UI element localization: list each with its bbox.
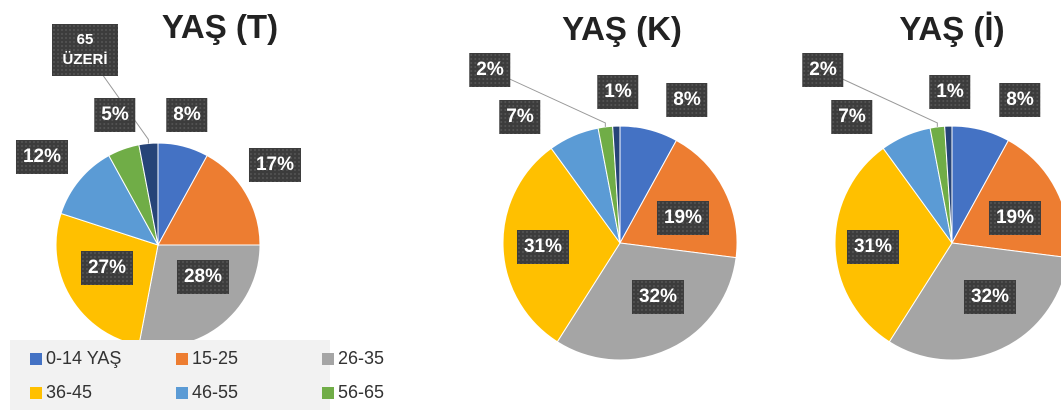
legend-swatch xyxy=(322,386,334,399)
chart-title: YAŞ (K) xyxy=(562,10,682,47)
data-label: 31% xyxy=(516,230,570,264)
pie-slice xyxy=(60,154,160,246)
legend-label: 36-45 xyxy=(46,382,93,402)
legend-label: 46-55 xyxy=(192,382,239,402)
data-label: 12% xyxy=(15,140,69,174)
pie-slice xyxy=(138,142,159,246)
data-label: 32% xyxy=(631,280,685,314)
legend-label: 56-65 xyxy=(338,382,385,402)
data-label: 32% xyxy=(963,280,1017,314)
data-label: 28% xyxy=(176,260,230,294)
legend-label: 26-35 xyxy=(338,348,385,368)
leader-line xyxy=(84,49,149,144)
data-label: 8% xyxy=(166,98,208,132)
legend-swatch xyxy=(30,352,42,365)
data-label: 19% xyxy=(988,201,1042,235)
data-label: 1% xyxy=(929,75,971,109)
data-label: 8% xyxy=(999,83,1041,117)
data-label: 27% xyxy=(80,251,134,285)
legend-entry: 26-35 xyxy=(322,348,384,369)
data-label: 2% xyxy=(802,53,844,87)
data-label: 7% xyxy=(499,100,541,134)
chart-title: YAŞ (T) xyxy=(161,8,279,45)
legend-entry: 56-65 xyxy=(322,382,384,403)
data-label: 5% xyxy=(94,98,136,132)
data-label: 7% xyxy=(831,100,873,134)
data-label: 8% xyxy=(666,83,708,117)
legend-swatch xyxy=(176,352,188,365)
data-label: 31% xyxy=(846,230,900,264)
data-label: 2% xyxy=(469,53,511,87)
pie-slice xyxy=(612,125,621,244)
legend-entry: 46-55 xyxy=(176,382,238,403)
legend-swatch xyxy=(176,386,188,399)
pie-slice xyxy=(944,125,953,244)
legend-swatch xyxy=(30,386,42,399)
pie-slice xyxy=(157,154,261,246)
legend-swatch xyxy=(322,352,334,365)
legend-entry: 15-25 xyxy=(176,348,238,369)
chart-title: YAŞ (İ) xyxy=(899,10,1005,47)
legend-label: 15-25 xyxy=(192,348,239,368)
leader-line xyxy=(822,69,938,127)
legend xyxy=(10,340,330,410)
legend-entry: 36-45 xyxy=(30,382,92,403)
legend-entry: 0-14 YAŞ xyxy=(30,348,121,369)
data-label: 1% xyxy=(597,75,639,109)
leader-line xyxy=(489,69,606,127)
legend-label: 0-14 YAŞ xyxy=(46,348,122,368)
data-label: 19% xyxy=(656,201,710,235)
data-label: 65 ÜZERİ xyxy=(52,24,118,76)
data-label: 17% xyxy=(248,148,302,182)
